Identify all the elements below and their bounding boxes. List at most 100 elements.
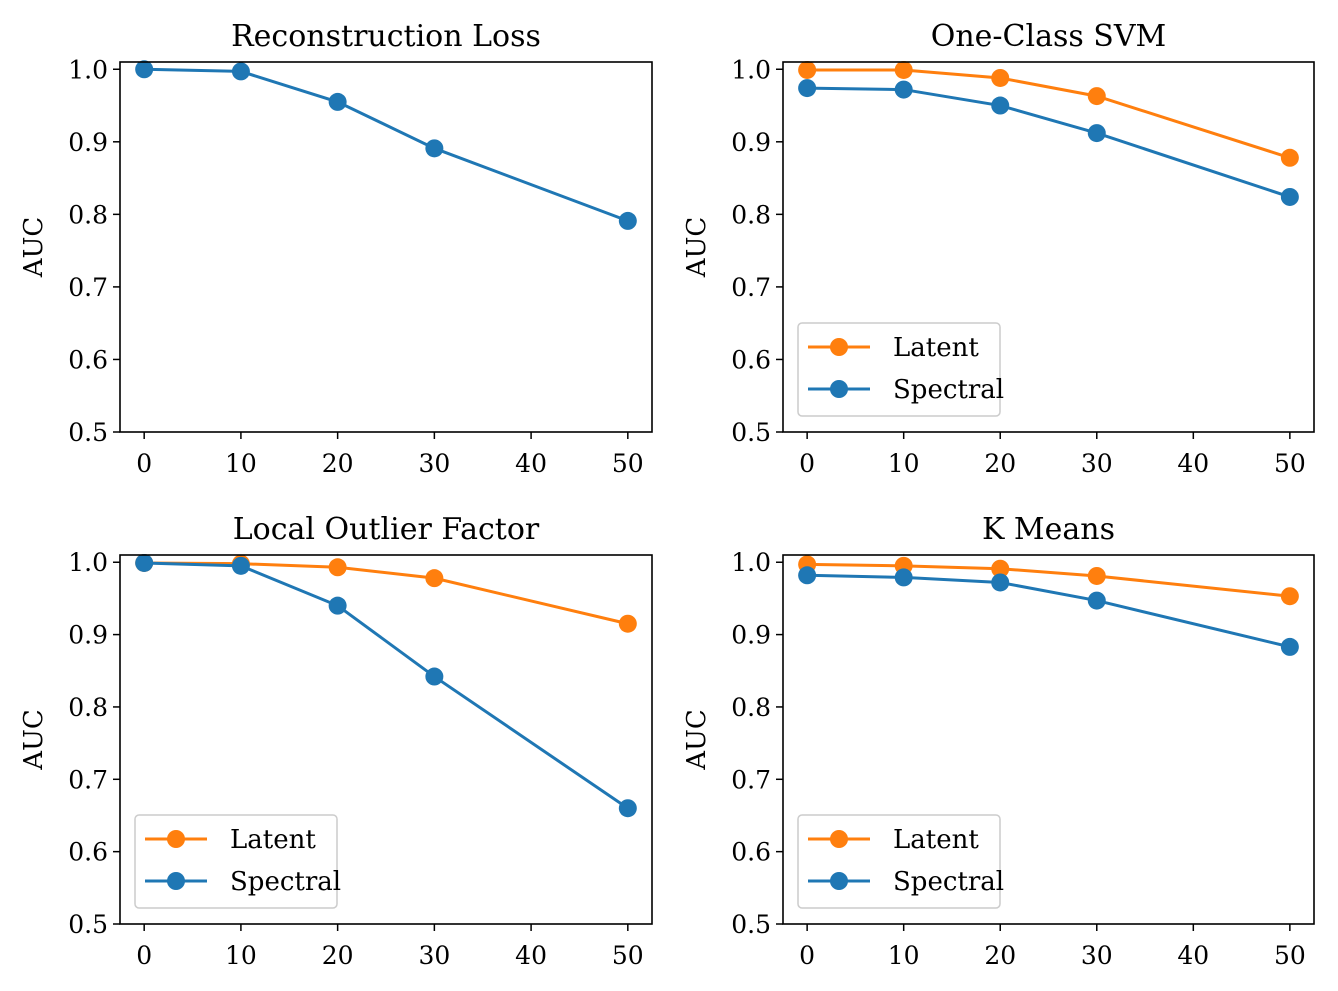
x-tick-label: 10 <box>225 941 257 970</box>
data-point-latent <box>618 614 637 633</box>
y-tick-label: 0.5 <box>68 910 108 939</box>
plot-frame <box>782 554 1315 925</box>
y-tick-label: 0.5 <box>68 418 108 447</box>
data-point-spectral <box>135 553 154 572</box>
x-tick-label: 50 <box>612 449 644 478</box>
legend-label-latent: Latent <box>893 333 979 363</box>
x-tick-label: 30 <box>418 449 450 478</box>
series-line-spectral <box>807 86 1291 199</box>
legend-marker-spectral <box>830 872 848 890</box>
y-tick-label: 0.8 <box>731 693 771 722</box>
data-point-latent <box>894 60 913 79</box>
x-tick-label: 0 <box>136 941 152 970</box>
legend: Latent Spectral <box>134 814 341 909</box>
y-tick-label: 0.9 <box>68 128 108 157</box>
y-tick-label: 1.0 <box>731 55 771 84</box>
y-tick-label: 1.0 <box>68 55 108 84</box>
data-point-spectral <box>328 92 347 111</box>
y-axis-label: AUC <box>682 709 712 771</box>
x-tick-label: 20 <box>984 941 1016 970</box>
subplot-title: Reconstruction Loss <box>231 19 541 54</box>
x-tick-label: 0 <box>799 941 815 970</box>
data-point-spectral <box>894 80 913 99</box>
data-point-latent <box>991 68 1010 87</box>
legend-label-latent: Latent <box>893 825 979 855</box>
data-point-spectral <box>618 211 637 230</box>
data-point-latent <box>1087 87 1106 106</box>
legend-label-spectral: Spectral <box>893 867 1004 897</box>
data-point-spectral <box>231 62 250 81</box>
subplot-3: Local Outlier Factor AUC 0 10 20 30 40 50 0.5 0.6… <box>19 512 653 970</box>
data-point-latent <box>425 569 444 588</box>
legend-marker-latent <box>830 338 848 356</box>
data-point-latent <box>328 558 347 577</box>
y-tick-label: 0.6 <box>731 345 771 374</box>
data-point-spectral <box>425 667 444 686</box>
data-point-latent <box>991 559 1010 578</box>
legend: Latent Spectral <box>797 322 1004 417</box>
x-tick-label: 30 <box>1081 449 1113 478</box>
data-point-spectral <box>618 799 637 818</box>
y-tick-label: 0.7 <box>731 273 771 302</box>
data-point-spectral <box>425 139 444 158</box>
x-tick-label: 30 <box>418 941 450 970</box>
y-tick-label: 0.9 <box>731 621 771 650</box>
x-tick-label: 0 <box>799 449 815 478</box>
data-point-spectral <box>894 568 913 587</box>
series-line-spectral <box>144 561 629 810</box>
y-tick-label: 0.7 <box>68 765 108 794</box>
data-point-spectral <box>1087 591 1106 610</box>
y-tick-label: 0.6 <box>68 345 108 374</box>
y-tick-label: 1.0 <box>731 548 771 577</box>
series-line-spectral <box>807 573 1291 649</box>
data-point-spectral <box>991 573 1010 592</box>
legend-label-spectral: Spectral <box>893 375 1004 405</box>
data-point-spectral <box>1087 124 1106 143</box>
plot-frame <box>782 61 1315 433</box>
subplot-title: One-Class SVM <box>931 19 1167 54</box>
legend-marker-spectral <box>167 872 185 890</box>
legend-label-latent: Latent <box>230 825 316 855</box>
y-tick-label: 0.8 <box>731 200 771 229</box>
x-tick-label: 40 <box>515 941 547 970</box>
series-line-latent <box>807 68 1291 160</box>
x-tick-label: 20 <box>984 449 1016 478</box>
data-point-latent <box>798 60 817 79</box>
data-point-spectral <box>798 79 817 98</box>
data-point-spectral <box>135 60 154 79</box>
x-tick-label: 20 <box>322 941 354 970</box>
x-tick-label: 40 <box>515 449 547 478</box>
y-axis-label: AUC <box>19 217 49 279</box>
x-tick-label: 10 <box>888 941 920 970</box>
y-tick-label: 0.7 <box>68 273 108 302</box>
y-tick-label: 1.0 <box>68 548 108 577</box>
legend-label-spectral: Spectral <box>230 867 341 897</box>
legend: Latent Spectral <box>797 814 1004 909</box>
data-point-latent <box>1087 566 1106 585</box>
y-tick-label: 0.5 <box>731 910 771 939</box>
data-point-spectral <box>328 596 347 615</box>
series-line-latent <box>144 561 629 626</box>
y-tick-label: 0.5 <box>731 418 771 447</box>
y-tick-label: 0.6 <box>731 838 771 867</box>
y-tick-label: 0.6 <box>68 838 108 867</box>
x-tick-label: 20 <box>322 449 354 478</box>
x-tick-label: 40 <box>1177 449 1209 478</box>
data-point-spectral <box>1280 637 1299 656</box>
data-point-spectral <box>798 566 817 585</box>
data-point-spectral <box>231 556 250 575</box>
y-tick-label: 0.9 <box>68 621 108 650</box>
x-tick-label: 50 <box>1274 941 1306 970</box>
x-tick-label: 10 <box>888 449 920 478</box>
y-axis-label: AUC <box>682 217 712 279</box>
legend-marker-latent <box>830 830 848 848</box>
data-point-latent <box>1280 148 1299 167</box>
series-line-spectral <box>144 67 629 223</box>
data-point-latent <box>1280 587 1299 606</box>
subplot-title: Local Outlier Factor <box>233 512 540 547</box>
y-tick-label: 0.8 <box>68 200 108 229</box>
subplot-1: Reconstruction Loss AUC 0 10 20 30 40 50 0.5 0.6 0… <box>19 19 653 478</box>
y-tick-label: 0.7 <box>731 765 771 794</box>
subplot-title: K Means <box>982 512 1115 547</box>
